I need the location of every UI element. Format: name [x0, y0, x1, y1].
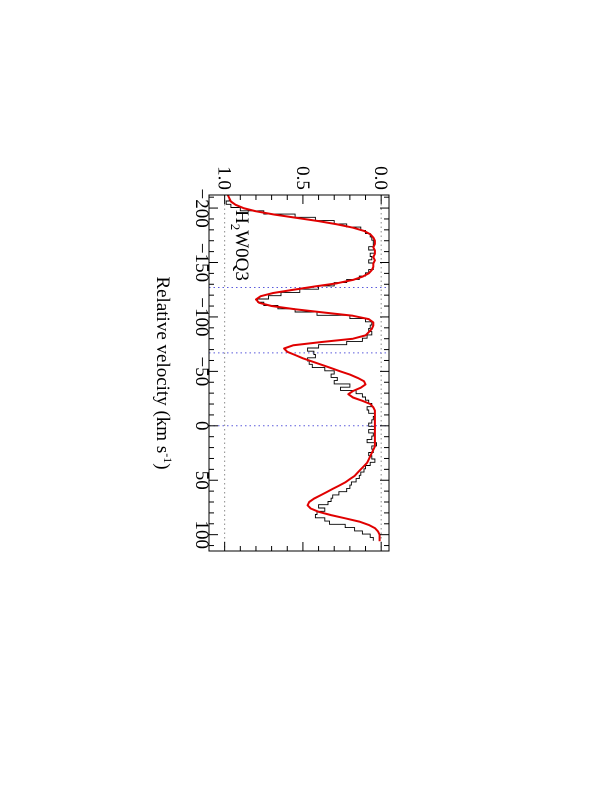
x-tick-label: −150: [191, 243, 212, 282]
x-tick-label: −50: [191, 357, 212, 387]
plot-frame: [208, 194, 390, 552]
data-histogram: [225, 197, 377, 541]
annotation-subscript: 2: [228, 224, 243, 231]
x-tick-label: 100: [191, 520, 212, 549]
x-axis-label-text: Relative velocity (km s: [152, 276, 173, 453]
model-fit-line: [226, 194, 381, 542]
y-tick-label: 0.0: [370, 166, 391, 190]
x-axis-label-superscript: -1: [161, 453, 175, 463]
plot-area: −200 −150 −100 −50 0 50 100 0.0 0.5 1.0 Relative v…: [152, 166, 391, 552]
x-tick-label: −200: [191, 188, 212, 227]
transition-annotation: H2W0Q3: [228, 210, 252, 281]
annotation-base: H: [231, 210, 252, 224]
x-tick-label: 0: [191, 421, 212, 431]
x-axis-label: Relative velocity (km s-1): [152, 276, 175, 469]
x-tick-label: −100: [191, 297, 212, 336]
x-axis-label-close: ): [152, 463, 173, 469]
annotation-rest: W0Q3: [231, 230, 252, 281]
y-tick-label: 1.0: [214, 166, 235, 190]
y-tick-label: 0.5: [292, 166, 313, 190]
x-tick-label: 50: [191, 471, 212, 490]
